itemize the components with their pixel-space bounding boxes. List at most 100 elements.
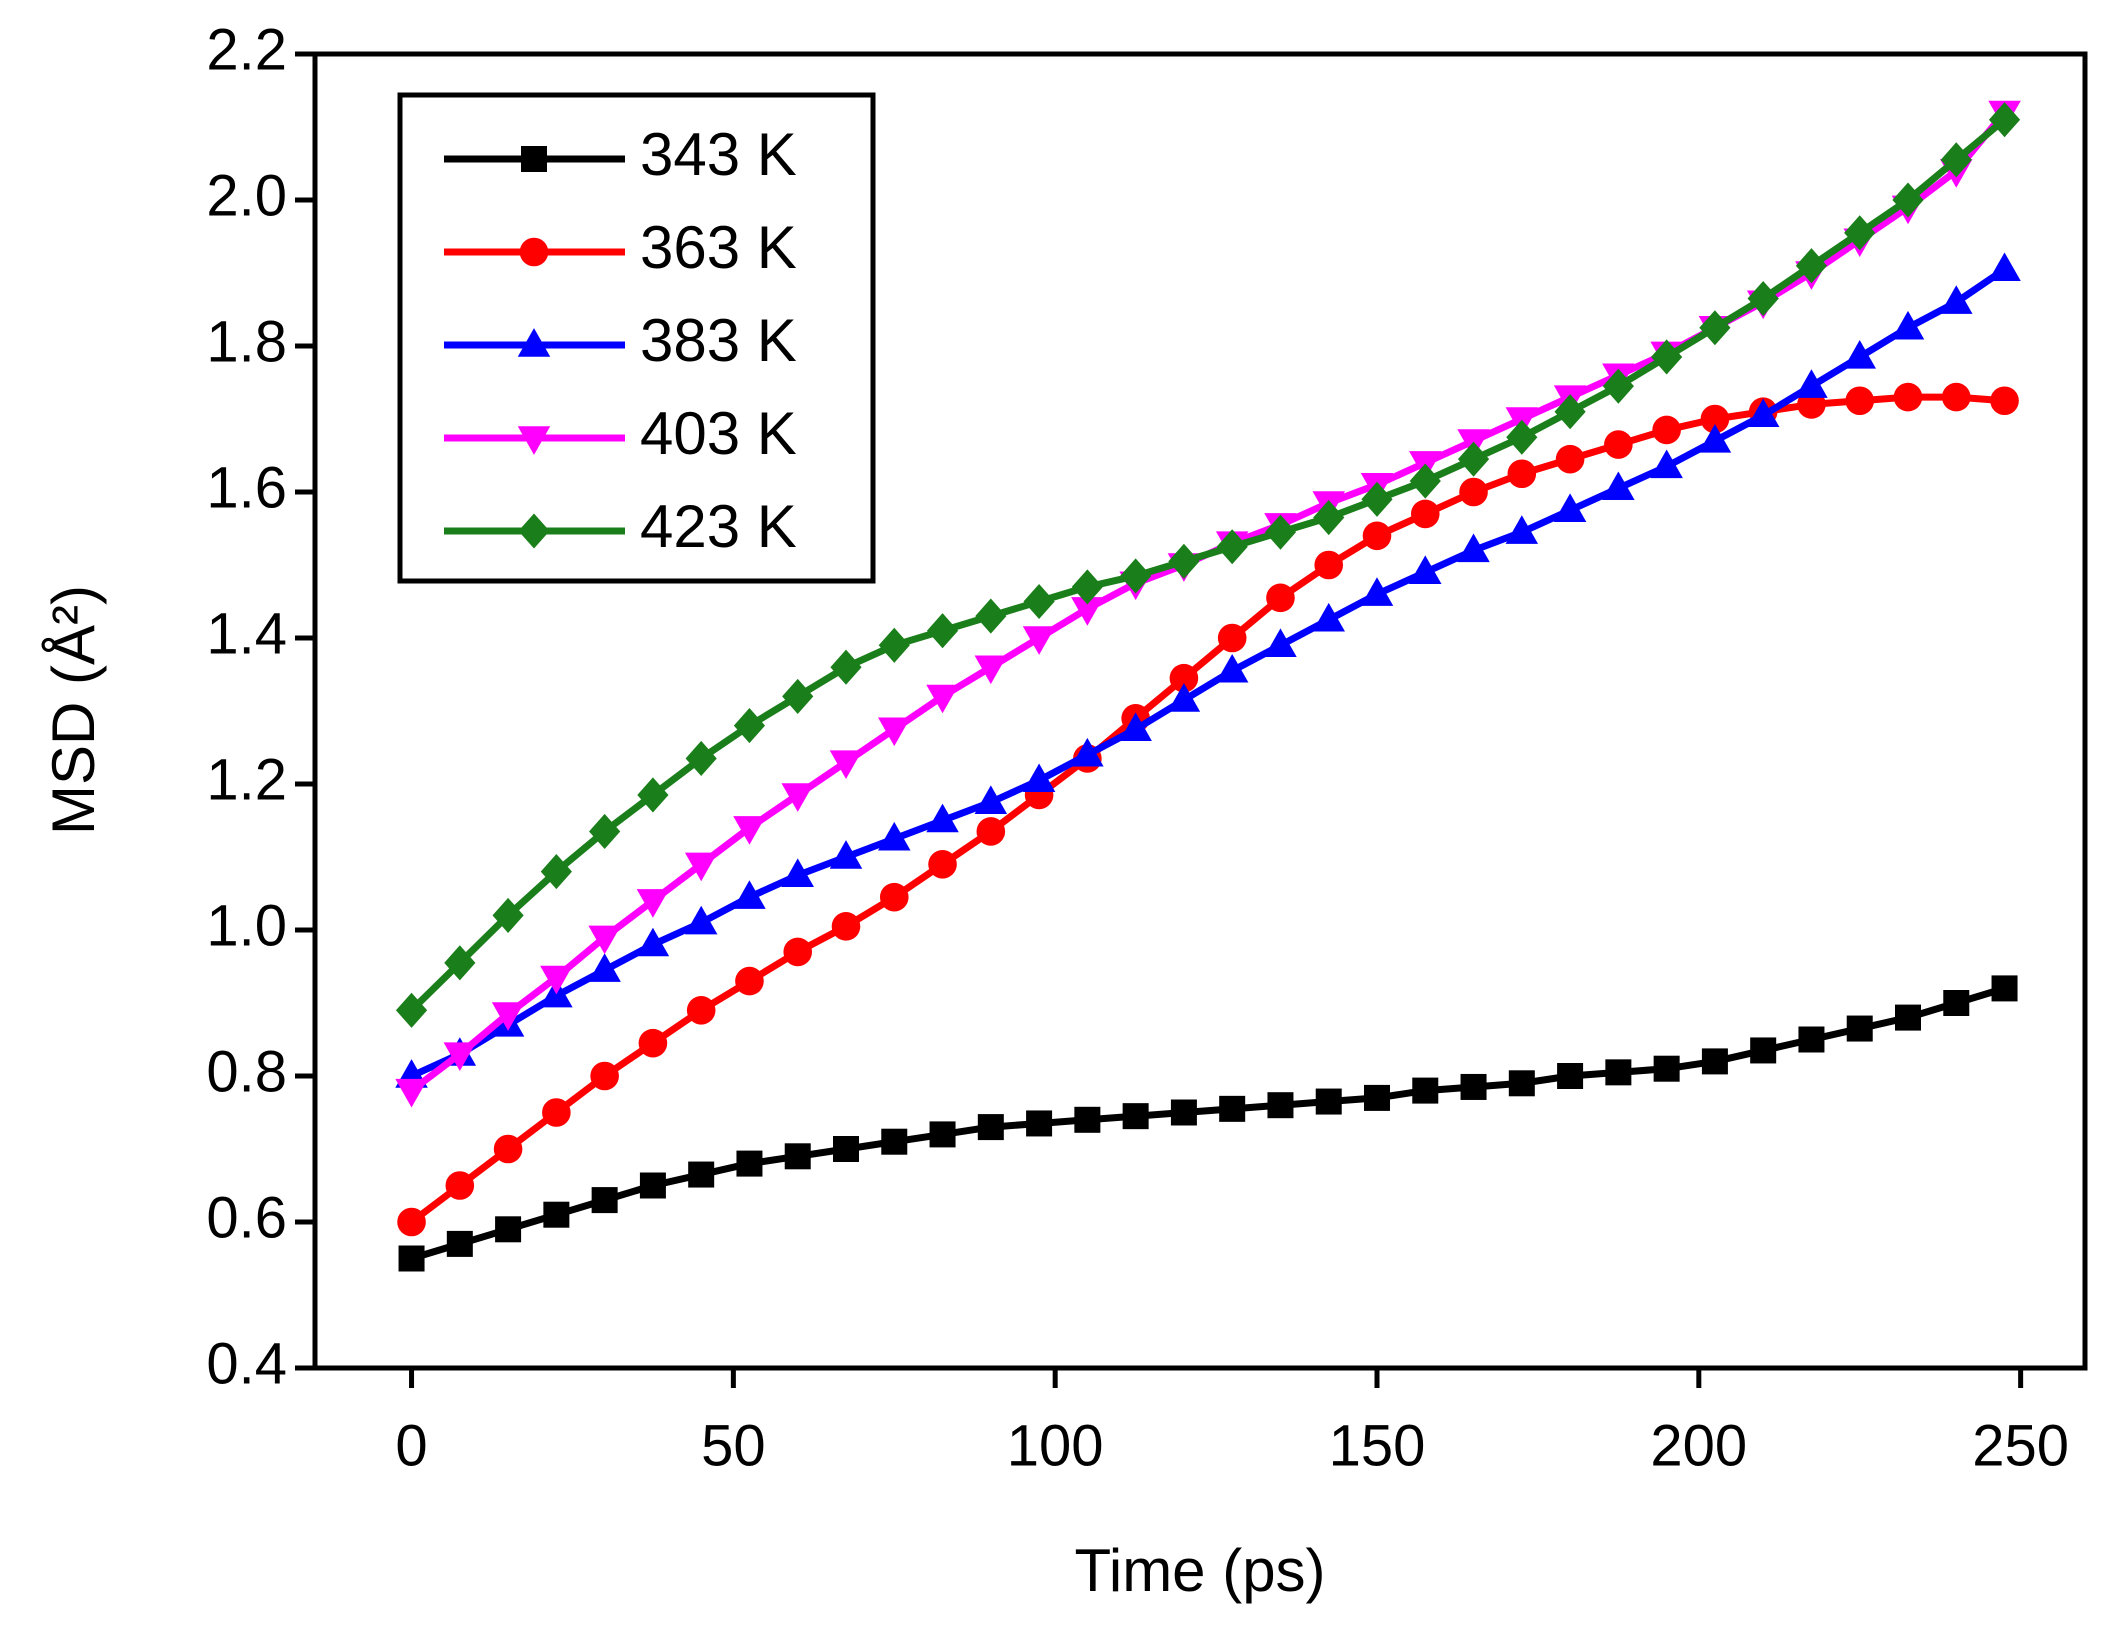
data-point (1507, 459, 1537, 489)
data-point (684, 905, 718, 935)
data-point (1266, 583, 1295, 613)
data-point (1412, 1077, 1439, 1104)
data-point (588, 925, 621, 955)
data-point (929, 1121, 956, 1148)
legend-marker (517, 328, 551, 357)
data-point (1361, 481, 1393, 517)
data-point (540, 854, 572, 890)
data-point (976, 817, 1006, 846)
data-point (1651, 339, 1683, 375)
data-point (1023, 583, 1055, 620)
data-point (1605, 1059, 1632, 1086)
data-point (1460, 1073, 1487, 1100)
data-point (1071, 569, 1103, 605)
data-point (733, 816, 766, 845)
data-point (926, 803, 959, 833)
data-point (1026, 1110, 1053, 1137)
data-point (1845, 386, 1875, 416)
x-axis-label: Time (ps) (1074, 1537, 1325, 1604)
x-tick-label: 200 (1650, 1413, 1747, 1478)
data-point (688, 1161, 715, 1188)
data-point (1891, 310, 1925, 340)
data-point (878, 821, 911, 851)
data-point (398, 1245, 425, 1272)
series-line (409, 393, 2005, 1225)
data-point (1941, 382, 1971, 412)
data-point (591, 1187, 618, 1214)
data-point (1506, 419, 1538, 455)
data-point (1264, 514, 1297, 550)
data-point (1795, 369, 1828, 398)
data-point (1895, 1004, 1921, 1031)
data-point (543, 1201, 570, 1228)
data-point (1120, 558, 1152, 594)
data-point (1409, 463, 1441, 499)
data-point (878, 717, 911, 747)
legend-box (397, 92, 876, 584)
data-point (1457, 533, 1490, 563)
legend-label: 403 K (640, 400, 797, 467)
data-point (686, 996, 716, 1025)
data-point (781, 783, 814, 812)
data-point (1988, 102, 2021, 138)
y-tick-label: 2.0 (206, 163, 287, 228)
data-point (1555, 444, 1585, 474)
data-point (974, 655, 1008, 685)
data-point (1699, 310, 1731, 346)
data-point (639, 1172, 666, 1199)
data-point (395, 992, 428, 1028)
data-point (1943, 990, 1970, 1016)
data-point (637, 777, 669, 813)
y-tick-label: 1.8 (206, 309, 287, 374)
data-point (975, 598, 1007, 634)
data-point (1652, 415, 1681, 445)
data-point (445, 1171, 475, 1200)
data-point (1893, 382, 1923, 412)
data-point (542, 1098, 571, 1127)
data-point (926, 613, 959, 649)
data-point (1071, 737, 1104, 767)
y-tick-label: 1.6 (206, 455, 287, 520)
data-point (636, 889, 670, 918)
data-point (1700, 404, 1730, 434)
data-point (1650, 449, 1683, 479)
data-point (831, 912, 861, 941)
data-point (1459, 477, 1488, 507)
legend-marker (517, 426, 551, 455)
legend-label: 343 K (640, 121, 797, 188)
y-tick-label: 0.4 (206, 1331, 287, 1396)
series-line (410, 266, 2007, 1080)
data-point (1747, 281, 1779, 317)
data-point (1168, 543, 1200, 579)
data-point (590, 1061, 619, 1091)
data-point (1457, 441, 1490, 477)
data-point (829, 750, 863, 779)
data-point (1508, 1070, 1535, 1097)
data-point (1122, 1103, 1149, 1130)
data-point (588, 953, 621, 982)
data-point (1409, 555, 1442, 584)
data-point (1169, 663, 1199, 693)
data-point (1119, 712, 1152, 741)
data-point (1746, 398, 1780, 428)
legend-marker (519, 237, 549, 267)
data-point (492, 897, 524, 933)
data-point (1602, 368, 1634, 404)
data-point (1022, 626, 1056, 655)
data-point (685, 740, 717, 776)
data-point (1846, 1015, 1873, 1042)
data-point (1364, 1084, 1390, 1111)
data-point (1553, 493, 1587, 522)
data-point (1701, 1048, 1728, 1075)
data-point (397, 1207, 426, 1237)
x-tick-label: 150 (1329, 1413, 1426, 1478)
data-point (977, 1114, 1004, 1141)
data-point (495, 1216, 522, 1243)
y-tick-label: 0.8 (206, 1039, 287, 1104)
data-point (1219, 1095, 1246, 1122)
data-point (1362, 521, 1392, 551)
data-point (1604, 430, 1633, 459)
data-point (444, 945, 476, 981)
data-point (1167, 683, 1201, 712)
data-point (638, 1028, 668, 1058)
